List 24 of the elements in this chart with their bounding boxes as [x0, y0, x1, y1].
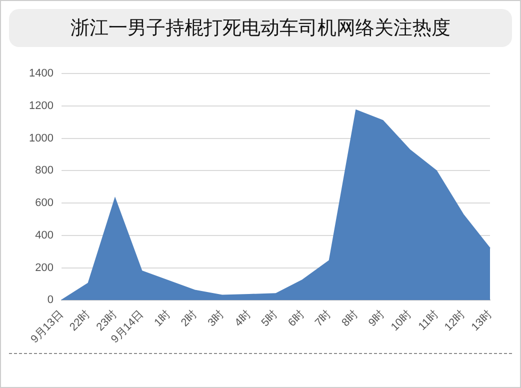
y-tick-label: 800 [35, 164, 54, 177]
x-tick-label: 5时 [258, 308, 280, 330]
x-tick-label: 4时 [232, 308, 254, 330]
y-tick-label: 200 [35, 262, 54, 274]
y-tick-label: 400 [35, 229, 54, 242]
x-tick-label: 11时 [416, 308, 441, 333]
x-tick-label: 1时 [152, 308, 173, 330]
x-tick-label: 10时 [388, 308, 414, 334]
x-tick-label: 3时 [205, 308, 226, 330]
x-tick-label: 7时 [312, 308, 334, 330]
x-tick-label: 22时 [66, 308, 93, 334]
y-tick-label: 600 [35, 197, 54, 210]
x-tick-label: 12时 [442, 308, 468, 334]
y-tick-label: 0 [47, 294, 54, 306]
x-tick-label: 9时 [366, 308, 388, 330]
x-tick-label: 13时 [468, 308, 494, 334]
y-tick-label: 1000 [28, 132, 54, 144]
x-tick-label: 6时 [285, 308, 307, 330]
y-tick-label: 1400 [28, 68, 54, 80]
x-tick-label: 8时 [339, 308, 360, 330]
x-tick-label: 9月13日 [28, 308, 66, 346]
chart-title: 浙江一男子持棍打死电动车司机网络关注热度 [9, 9, 512, 47]
y-tick-label: 1200 [28, 100, 54, 112]
x-tick-label: 2时 [178, 308, 200, 330]
